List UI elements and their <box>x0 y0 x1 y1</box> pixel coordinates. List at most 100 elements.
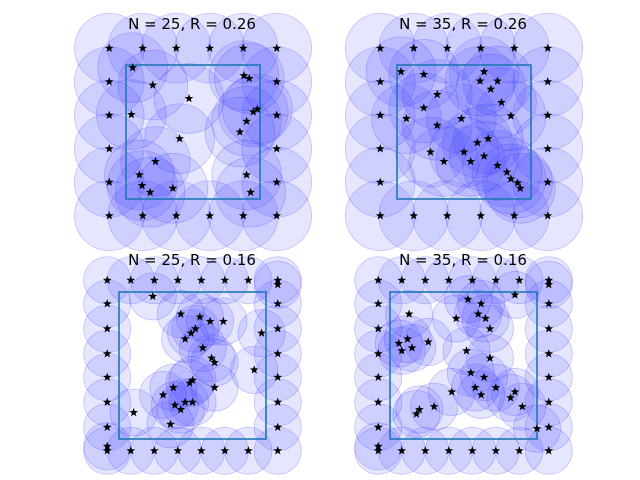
unit-square <box>125 64 261 200</box>
data-point <box>497 97 506 107</box>
data-point <box>180 334 190 343</box>
data-point <box>491 446 501 455</box>
data-point <box>104 110 114 119</box>
data-point <box>513 178 522 187</box>
data-point <box>273 422 283 431</box>
data-point <box>375 77 385 86</box>
data-point <box>415 405 424 414</box>
data-point <box>479 372 489 381</box>
data-point <box>273 446 283 455</box>
data-point <box>210 382 219 392</box>
data-point <box>235 127 245 136</box>
data-point <box>493 76 502 85</box>
data-point <box>426 147 435 156</box>
data-point <box>412 409 421 418</box>
data-point <box>239 71 249 80</box>
data-point <box>506 393 515 402</box>
data-point <box>373 372 383 381</box>
data-point <box>456 114 466 123</box>
data-point <box>373 275 383 284</box>
data-point <box>375 144 385 153</box>
data-point <box>104 77 114 86</box>
data-point <box>463 294 473 304</box>
data-point <box>137 181 147 190</box>
data-point <box>176 405 186 414</box>
data-point <box>509 211 519 220</box>
subplot-title: N = 35, R = 0.26 <box>399 15 527 33</box>
data-point <box>205 316 215 326</box>
data-point <box>102 446 112 455</box>
data-point <box>102 397 112 406</box>
data-point <box>158 390 168 399</box>
data-point <box>180 397 190 406</box>
data-point <box>493 160 502 170</box>
data-point <box>397 446 407 455</box>
data-point <box>491 382 501 392</box>
data-point <box>196 275 206 284</box>
data-point <box>102 422 112 431</box>
data-point <box>149 275 159 284</box>
data-point <box>102 372 112 381</box>
data-point <box>196 446 206 455</box>
data-point <box>543 211 553 220</box>
data-point <box>409 211 419 220</box>
data-point <box>373 324 383 333</box>
data-point <box>252 104 262 113</box>
data-point <box>432 89 442 99</box>
data-point <box>191 324 200 333</box>
data-point <box>479 67 489 76</box>
data-point <box>466 368 476 377</box>
data-point <box>273 349 283 358</box>
data-point <box>104 43 114 52</box>
data-point <box>402 114 411 123</box>
data-point <box>509 43 519 52</box>
data-point <box>420 275 430 284</box>
data-point <box>273 372 283 381</box>
data-point <box>447 387 457 396</box>
data-point <box>409 43 419 52</box>
data-point <box>459 147 469 156</box>
data-point <box>273 299 283 308</box>
data-point <box>442 43 452 52</box>
data-point <box>373 397 383 406</box>
data-point <box>373 446 383 455</box>
data-point <box>170 400 180 409</box>
data-point <box>272 43 282 52</box>
data-point <box>249 365 259 374</box>
data-point <box>273 280 283 289</box>
data-point <box>444 446 454 455</box>
data-point <box>102 299 112 308</box>
data-point <box>145 187 155 197</box>
data-point <box>184 93 194 103</box>
subplot-top-right: N = 35, R = 0.26 <box>345 13 583 251</box>
data-point <box>407 343 417 352</box>
data-point <box>205 211 215 220</box>
data-point <box>220 275 230 284</box>
subplot-title: N = 25, R = 0.26 <box>128 15 256 33</box>
data-point <box>514 275 524 284</box>
data-point <box>420 446 430 455</box>
data-point <box>514 446 524 455</box>
subplot-title: N = 35, R = 0.16 <box>399 251 527 269</box>
data-point <box>135 170 144 179</box>
data-point <box>104 211 114 220</box>
data-point <box>148 80 158 89</box>
data-point <box>104 177 114 186</box>
data-point <box>375 177 385 186</box>
unit-square <box>389 291 538 440</box>
data-point <box>442 211 452 220</box>
data-point <box>257 328 266 337</box>
data-point <box>397 275 407 284</box>
data-point <box>104 144 114 153</box>
subplot-top-left: N = 25, R = 0.26 <box>74 13 312 251</box>
data-point <box>175 134 184 143</box>
data-point <box>273 324 283 333</box>
data-point <box>510 290 520 299</box>
data-point <box>248 107 258 116</box>
data-point <box>246 187 255 197</box>
data-point <box>238 211 248 220</box>
data-point <box>242 170 251 179</box>
data-point <box>169 382 178 392</box>
sensor-points <box>375 43 553 220</box>
data-point <box>188 375 197 384</box>
